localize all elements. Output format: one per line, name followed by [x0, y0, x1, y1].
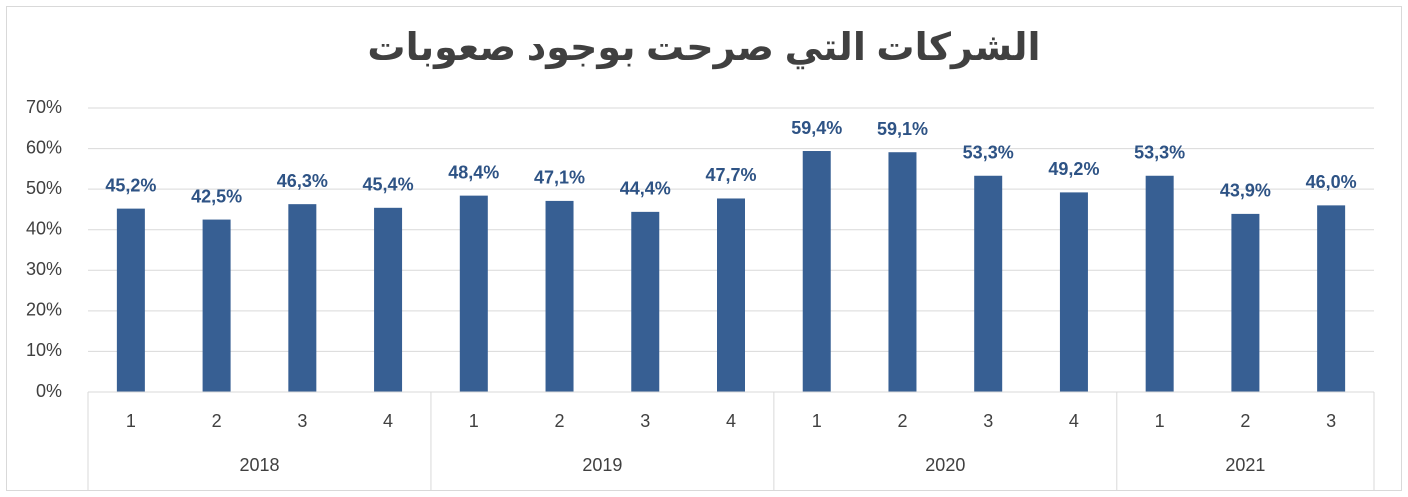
x-tick-label: 1	[126, 411, 136, 431]
x-tick-label: 2	[555, 411, 565, 431]
y-tick-label: 40%	[26, 218, 62, 238]
group-label: 2019	[582, 455, 622, 475]
y-tick-label: 50%	[26, 178, 62, 198]
x-tick-label: 2	[897, 411, 907, 431]
y-tick-label: 10%	[26, 340, 62, 360]
y-tick-label: 70%	[26, 97, 62, 117]
value-label: 43,9%	[1220, 181, 1271, 201]
y-tick-label: 60%	[26, 137, 62, 157]
x-tick-label: 3	[297, 411, 307, 431]
x-tick-label: 1	[469, 411, 479, 431]
value-label: 46,0%	[1306, 172, 1357, 192]
bar	[288, 204, 317, 392]
value-label: 49,2%	[1048, 159, 1099, 179]
bar	[459, 195, 488, 392]
x-tick-label: 3	[1326, 411, 1336, 431]
value-label: 45,2%	[105, 175, 156, 195]
bar	[974, 175, 1003, 392]
bar	[374, 207, 403, 392]
x-tick-label: 4	[383, 411, 393, 431]
group-label: 2018	[239, 455, 279, 475]
bar	[1145, 175, 1174, 392]
value-label: 46,3%	[277, 171, 328, 191]
x-tick-label: 2	[1240, 411, 1250, 431]
x-tick-label: 1	[812, 411, 822, 431]
bar	[631, 211, 660, 392]
value-label: 59,4%	[791, 118, 842, 138]
bar	[1231, 213, 1260, 392]
y-tick-label: 30%	[26, 259, 62, 279]
x-tick-label: 1	[1155, 411, 1165, 431]
value-label: 44,4%	[620, 179, 671, 199]
bar	[717, 198, 745, 392]
bar	[116, 208, 145, 392]
value-label: 59,1%	[877, 119, 928, 139]
bar	[802, 151, 831, 392]
x-tick-label: 4	[726, 411, 736, 431]
value-label: 48,4%	[448, 162, 499, 182]
x-tick-label: 2	[212, 411, 222, 431]
value-label: 45,4%	[363, 175, 414, 195]
x-tick-label: 3	[640, 411, 650, 431]
value-label: 47,1%	[534, 168, 585, 188]
bar	[545, 200, 574, 392]
group-label: 2020	[925, 455, 965, 475]
y-tick-label: 20%	[26, 300, 62, 320]
bar	[1317, 205, 1346, 392]
y-tick-label: 0%	[36, 381, 62, 401]
group-label: 2021	[1225, 455, 1265, 475]
value-label: 47,7%	[705, 165, 756, 185]
value-label: 42,5%	[191, 186, 242, 206]
bar	[1059, 192, 1088, 392]
value-label: 53,3%	[1134, 143, 1185, 163]
chart-title: الشركات التي صرحت بوجود صعوبات	[367, 27, 1040, 69]
bar	[202, 219, 231, 392]
value-label: 53,3%	[963, 143, 1014, 163]
bar	[888, 152, 917, 392]
x-tick-label: 3	[983, 411, 993, 431]
x-tick-label: 4	[1069, 411, 1079, 431]
